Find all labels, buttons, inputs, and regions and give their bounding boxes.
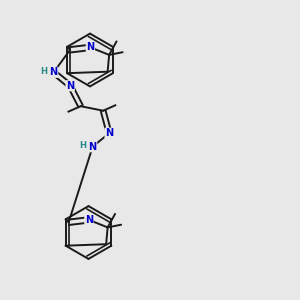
Text: N: N — [86, 42, 94, 52]
Text: N: N — [88, 142, 97, 152]
Text: N: N — [66, 81, 74, 91]
Text: N: N — [50, 67, 58, 77]
Text: N: N — [85, 215, 93, 225]
Text: H: H — [40, 67, 48, 76]
Text: N: N — [105, 128, 113, 138]
Text: H: H — [80, 141, 87, 150]
